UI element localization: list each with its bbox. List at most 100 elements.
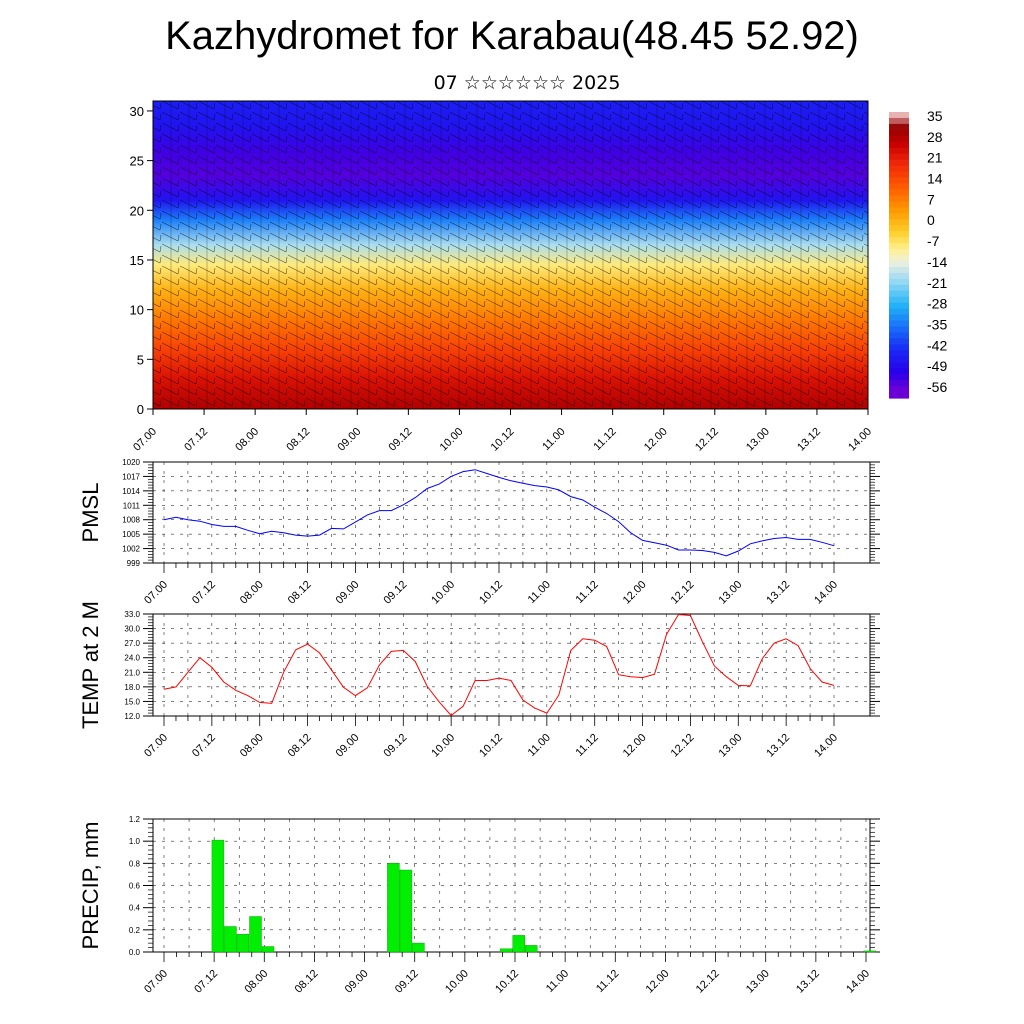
heatmap-xtick-label: 12.00 [642,426,670,454]
colorbar-swatch [889,112,909,119]
xtick-label: 10.00 [429,732,457,760]
precip-bar [261,946,275,953]
xtick-label: 11.12 [573,579,600,606]
heatmap-ytick-label: 30 [130,104,144,119]
ytick-label: 999 [127,559,141,568]
colorbar-swatch [889,308,909,316]
colorbar-swatch [889,356,909,363]
xtick-label: 11.00 [544,968,571,995]
xtick-label: 07.00 [142,579,170,607]
precip-bar [211,839,225,953]
plot-frame [152,613,871,717]
precip-bar [249,916,262,953]
ytick-label: 33.0 [124,610,140,619]
heatmap-xtick-label: 08.12 [284,426,312,454]
xtick-label: 09.12 [381,579,409,607]
heatmap-xtick-label: 07.12 [182,426,210,454]
xtick-label: 09.12 [381,732,409,760]
xtick-label: 10.00 [429,579,457,607]
colorbar-swatch [889,117,909,125]
heatmap-xtick-label: 12.12 [693,426,721,454]
ytick-label: 1020 [122,458,140,467]
yaxis-title: PMSL [78,483,103,543]
colorbar-swatch [889,260,909,268]
xtick-label: 08.00 [238,579,266,607]
heatmap-xtick-label: 10.00 [438,426,466,454]
colorbar-swatch [889,189,909,197]
heatmap-xtick-label: 07.00 [131,426,159,454]
colorbar-label: 21 [927,150,943,166]
precip-bar [387,863,400,953]
ytick-label: 0.4 [129,904,141,913]
colorbar-swatch [889,320,909,328]
ytick-label: 18.0 [124,683,140,692]
colorbar-label: -49 [927,358,947,374]
ytick-label: 15.0 [124,697,140,706]
colorbar-swatch [889,368,909,375]
xtick-label: 10.12 [477,732,505,760]
heatmap-xtick-label: 13.00 [744,426,772,454]
xtick-label: 12.00 [644,968,672,996]
ytick-label: 1011 [123,501,141,510]
heatmap-xtick-label: 11.00 [540,426,567,453]
precip-bar [412,942,425,953]
xtick-label: 11.00 [526,579,553,606]
xtick-label: 12.12 [669,579,697,607]
colorbar-swatch [889,380,909,387]
xtick-label: 14.00 [812,579,840,607]
precip-bar [500,948,513,953]
colorbar-swatch [889,290,909,298]
xtick-label: 14.00 [812,732,840,760]
colorbar-label: 35 [927,108,943,124]
xtick-label: 08.00 [242,968,270,996]
colorbar-label: 0 [927,212,935,228]
colorbar-swatch [889,338,909,345]
colorbar-swatch [889,171,909,179]
xtick-label: 13.00 [716,579,744,607]
heatmap-ytick-label: 0 [137,402,144,417]
yaxis-title: PRECIP, mm [78,822,103,950]
heatmap-panel: 0 5 10 15 20 25 30 07.00 07.12 08.00 08.12 09.00 09.… [130,100,874,454]
ytick-label: 1.0 [129,837,141,846]
colorbar-swatch [889,135,909,143]
xtick-label: 08.12 [286,732,314,760]
xtick-label: 08.00 [238,732,266,760]
colorbar-label: -56 [927,379,947,395]
colorbar-swatch [889,219,909,226]
colorbar-swatch [889,213,909,220]
colorbar-label: 7 [927,191,935,207]
colorbar-swatch [889,123,909,131]
xtick-label: 13.00 [716,732,744,760]
precip-bar [512,935,525,953]
colorbar-swatch [889,386,909,393]
ytick-label: 1017 [122,472,140,481]
ytick-label: 1.2 [129,815,141,824]
colorbar: 35 28 21 14 7 0 -7 -14 -21 -28 -35 -42 -49 -56 [889,108,947,399]
ytick-label: 27.0 [124,639,140,648]
heatmap-xtick-label: 08.00 [233,426,261,454]
temp-series-line [163,613,835,717]
xtick-label: 08.12 [286,579,314,607]
ytick-label: 0.6 [129,882,141,891]
xtick-label: 07.00 [142,732,170,760]
colorbar-swatch [889,153,909,161]
xtick-label: 13.12 [764,579,792,607]
colorbar-swatch [889,249,909,256]
xtick-label: 11.00 [526,732,553,759]
pmsl-series-line [163,469,835,557]
xtick-label: 12.00 [621,732,649,760]
xtick-label: 13.12 [794,968,822,996]
colorbar-label: -28 [927,296,947,312]
colorbar-swatch [889,392,909,399]
xtick-label: 09.00 [343,968,371,996]
colorbar-swatch [889,159,909,167]
ytick-label: 12.0 [124,712,140,721]
precip-bar [525,945,538,953]
colorbar-swatch [889,177,909,185]
xtick-label: 12.12 [669,732,697,760]
heatmap-ytick-label: 5 [137,352,144,367]
colorbar-swatch [889,207,909,214]
precip-bar [863,950,876,953]
colorbar-swatch [889,165,909,173]
colorbar-swatch [889,129,909,137]
